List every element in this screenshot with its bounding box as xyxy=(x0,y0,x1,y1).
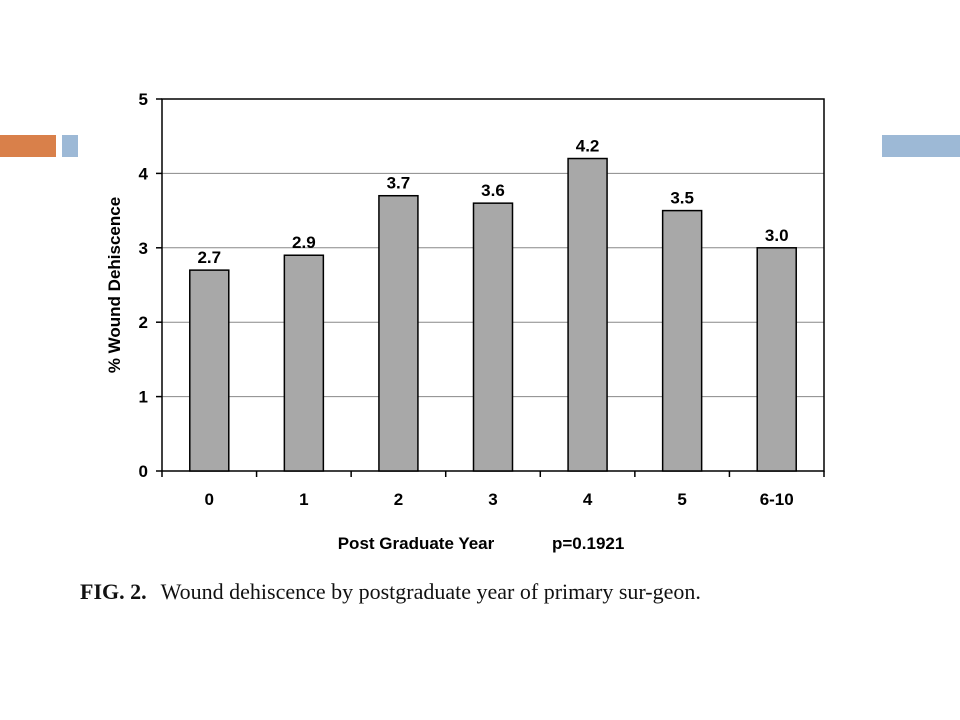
p-value-annotation: p=0.1921 xyxy=(552,534,624,553)
figure-caption: FIG. 2. Wound dehiscence by postgraduate … xyxy=(80,576,860,607)
bar xyxy=(568,159,607,471)
y-tick-label: 4 xyxy=(139,164,149,183)
bar-value-label: 3.0 xyxy=(765,226,789,245)
y-tick-label: 3 xyxy=(139,239,148,258)
bar xyxy=(474,203,513,471)
x-axis-label: Post Graduate Year xyxy=(338,534,495,553)
bar-value-label: 3.5 xyxy=(670,189,694,208)
bar-value-label: 4.2 xyxy=(576,137,600,156)
caption-text: Wound dehiscence by postgraduate year of… xyxy=(161,579,701,604)
bar xyxy=(757,248,796,471)
bar xyxy=(284,255,323,471)
x-tick-label: 6-10 xyxy=(760,490,794,509)
y-axis-label: % Wound Dehiscence xyxy=(105,197,124,373)
bar-value-label: 2.9 xyxy=(292,233,316,252)
bar xyxy=(663,211,702,471)
x-tick-label: 3 xyxy=(488,490,497,509)
bars: 2.7 2.9 3.7 3.6 4.2 3.5 3.0 xyxy=(190,137,796,471)
y-tick-label: 0 xyxy=(139,462,148,481)
x-tick-label: 0 xyxy=(205,490,214,509)
x-tick-label: 2 xyxy=(394,490,403,509)
bar xyxy=(379,196,418,471)
x-tick-label: 1 xyxy=(299,490,308,509)
x-tick-label: 5 xyxy=(677,490,686,509)
bar-value-label: 3.6 xyxy=(481,181,505,200)
bar-value-label: 2.7 xyxy=(197,248,221,267)
x-tick-label: 4 xyxy=(583,490,593,509)
bar xyxy=(190,270,229,471)
y-tick-label: 1 xyxy=(139,388,148,407)
bar-value-label: 3.7 xyxy=(387,174,411,193)
caption-label: FIG. 2. xyxy=(80,579,147,604)
y-tick-label: 2 xyxy=(139,313,148,332)
y-tick-label: 5 xyxy=(139,90,148,109)
